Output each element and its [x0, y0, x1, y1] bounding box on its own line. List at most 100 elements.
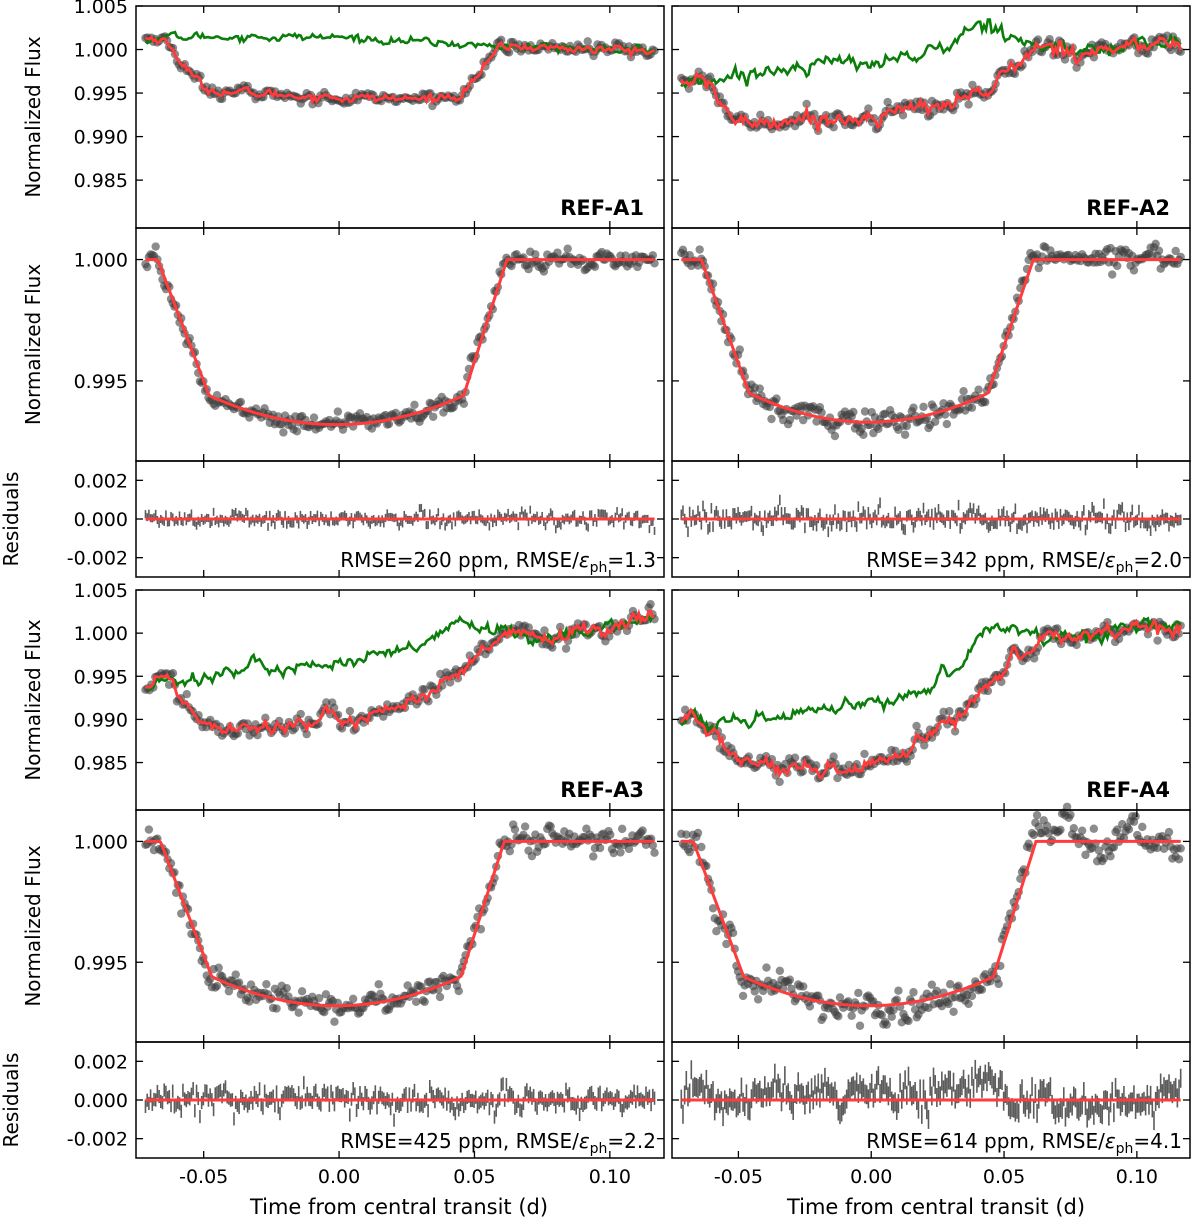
- transit-model-curve: [145, 258, 655, 427]
- panel-ref-a3: 1.005 1.000 0.995 0.990 0.985 Normalized Flux…: [0, 580, 665, 1188]
- raw-data-point: [891, 746, 900, 755]
- raw-data-point: [420, 685, 429, 694]
- x-tick-label: 0.05: [983, 1166, 1025, 1188]
- detrended-lightcurve-axes: [671, 802, 1191, 1043]
- detrended-data-point: [650, 259, 659, 268]
- raw-data-point: [261, 713, 270, 723]
- x-axis-label-left: Time from central transit (d): [249, 1195, 548, 1219]
- detrended-data-point: [959, 386, 968, 396]
- detrended-data-point: [214, 963, 223, 972]
- detrended-data-point: [847, 1011, 856, 1020]
- raw-data-point: [1060, 55, 1070, 64]
- detrended-data-point: [1131, 812, 1140, 821]
- detrended-data-point: [735, 345, 744, 354]
- raw-data-point: [833, 773, 842, 783]
- y-tick-label: 0.000: [74, 509, 128, 531]
- detrended-data-point: [977, 985, 987, 994]
- detrended-data-point: [1129, 266, 1139, 275]
- detrended-data-point: [1062, 802, 1072, 811]
- raw-data-point: [775, 777, 784, 787]
- detrended-data-point: [505, 847, 515, 856]
- detrended-data-point: [889, 1005, 898, 1015]
- raw-data-point: [583, 37, 592, 46]
- detrended-data-point: [927, 980, 937, 989]
- raw-data-point: [1010, 69, 1020, 79]
- detrended-data-point: [767, 414, 776, 424]
- detrended-data-point: [1154, 246, 1164, 255]
- raw-data-point: [983, 686, 993, 696]
- raw-data-point: [548, 643, 557, 652]
- x-axis-label-right: Time from central transit (d): [786, 1195, 1085, 1219]
- detrended-data-point: [974, 385, 983, 394]
- detrended-data-point: [309, 413, 319, 422]
- raw-data-point: [864, 104, 873, 113]
- detrended-data-point: [589, 852, 598, 861]
- model-curve: [680, 618, 1183, 780]
- detrended-data-point: [967, 403, 977, 412]
- raw-data-point: [964, 100, 973, 109]
- raw-data-point: [829, 123, 838, 132]
- detrended-data-point: [1159, 844, 1169, 854]
- raw-lightcurve-axes: REF-A4: [671, 589, 1191, 811]
- detrended-data-point: [236, 397, 246, 407]
- raw-data-point: [182, 689, 191, 699]
- detrended-data-point: [860, 407, 870, 416]
- detrended-data-point: [805, 1002, 815, 1011]
- y-tick-label: 1.000: [74, 623, 128, 645]
- detrended-data-point: [949, 1007, 958, 1016]
- raw-data-point: [445, 678, 455, 687]
- y-axis-label: Residuals: [0, 472, 23, 567]
- detrended-data-point: [650, 848, 659, 857]
- x-tick-label: 0.05: [453, 1166, 495, 1188]
- comparison-curve: [144, 30, 655, 57]
- detrended-data-point: [1119, 833, 1129, 842]
- detrended-data-point: [772, 394, 781, 403]
- raw-data-point: [968, 80, 977, 90]
- detrended-data-point: [817, 408, 826, 417]
- y-tick-label: 1.005: [74, 580, 128, 602]
- detrended-data-point: [231, 970, 240, 979]
- detrended-data-point: [272, 1004, 281, 1013]
- detrended-data-point: [750, 987, 759, 996]
- detrended-data-point: [693, 828, 703, 838]
- raw-data-point: [997, 677, 1006, 687]
- detrended-data-point: [1164, 827, 1174, 837]
- x-tick-label: 0.00: [850, 1166, 892, 1188]
- detrended-data-point: [1094, 846, 1104, 855]
- detrended-data-point: [1113, 261, 1122, 271]
- raw-data-point: [345, 706, 355, 716]
- detrended-data-point: [314, 993, 324, 1003]
- detrended-data-point: [799, 982, 808, 991]
- detrended-data-point: [520, 822, 530, 831]
- detrended-data-point: [294, 1008, 303, 1017]
- detrended-data-point: [932, 986, 942, 996]
- detrended-data-point: [753, 995, 763, 1004]
- rmse-annotation: RMSE=342 ppm, RMSE/εph=2.0: [866, 548, 1182, 576]
- raw-data-point: [302, 729, 311, 739]
- rmse-annotation: RMSE=425 ppm, RMSE/εph=2.2: [340, 1129, 656, 1157]
- detrended-data-point: [1106, 852, 1115, 861]
- detrended-data-point: [946, 980, 955, 989]
- panel-name-label: REF-A1: [560, 196, 644, 220]
- detrended-data-point: [942, 419, 952, 429]
- model-curve: [680, 35, 1183, 133]
- detrended-data-point: [1108, 270, 1117, 279]
- detrended-data-point: [224, 987, 234, 996]
- raw-data-point: [646, 599, 655, 609]
- detrended-data-point: [877, 1010, 886, 1020]
- detrended-data-point: [648, 841, 658, 850]
- detrended-data-point: [909, 988, 918, 997]
- detrended-data-point: [1034, 263, 1043, 273]
- detrended-lightcurve-axes: 1.000 0.995 Normalized Flux: [21, 809, 665, 1043]
- detrended-lightcurve-axes: [671, 227, 1191, 462]
- detrended-data-point: [1099, 854, 1109, 863]
- detrended-data-point: [330, 1017, 339, 1026]
- raw-axes-frame: [671, 589, 1191, 811]
- detrended-data-point: [420, 997, 429, 1007]
- transit-model-curve: [681, 258, 1181, 424]
- y-tick-label: 1.005: [74, 0, 128, 18]
- y-tick-label: 0.990: [74, 127, 128, 149]
- y-axis-label: Normalized Flux: [21, 36, 45, 198]
- detrended-data-point: [403, 981, 412, 990]
- detrended-data-point: [682, 830, 691, 839]
